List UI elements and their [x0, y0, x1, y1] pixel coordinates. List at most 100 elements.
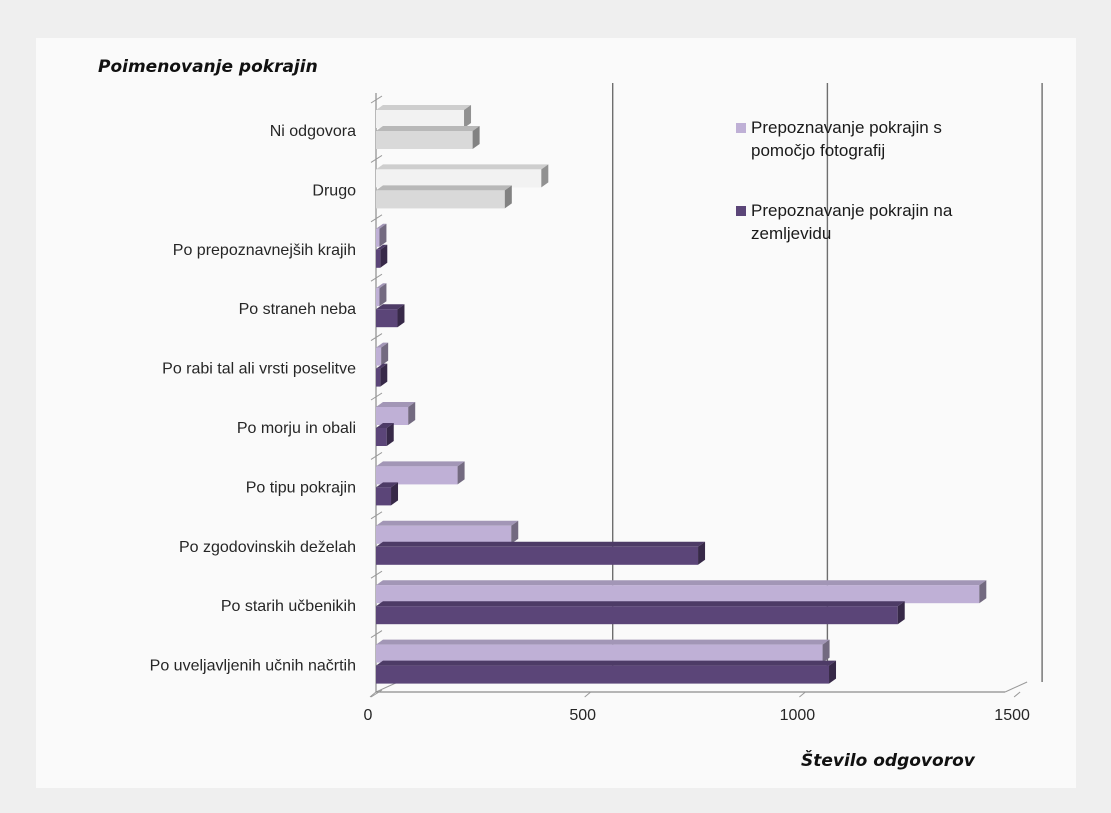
bar-chart: 0 500 1000 1500 Ni odgovora Drugo Po prepoznav…: [98, 57, 1043, 771]
y-tick: [370, 570, 383, 579]
bar-top-face: [376, 304, 405, 310]
category-label: Po uveljavljenih učnih načrtih: [150, 658, 356, 675]
bar-top-face: [376, 520, 519, 526]
bar-top-face: [376, 482, 399, 488]
legend-swatch: [736, 123, 746, 133]
category-label: Drugo: [312, 182, 356, 199]
bar-side-face: [698, 541, 706, 565]
bar-side-face: [379, 223, 387, 247]
bar-fotografije: [376, 580, 987, 604]
category-label: Po zgodovinskih deželah: [179, 539, 356, 556]
bar-front-face: [376, 110, 465, 128]
bar-front-face: [376, 309, 398, 328]
y-tick: [370, 333, 383, 342]
category-label: Po starih učbenikih: [221, 598, 356, 615]
bar-top-face: [376, 363, 388, 369]
y-tick: [370, 154, 383, 163]
floor-right-edge: [1004, 681, 1028, 693]
bar-fotografije: [376, 105, 472, 128]
bar-front-face: [376, 466, 458, 485]
legend-label: zemljevidu: [751, 224, 831, 243]
bar-side-face: [829, 660, 837, 684]
bar-zemljevid: [376, 185, 512, 209]
x-axis-title: Število odgovorov: [801, 749, 976, 771]
bar-side-face: [979, 580, 987, 604]
bar-top-face: [376, 580, 987, 586]
bar-side-face: [380, 244, 388, 268]
bar-top-face: [376, 342, 389, 348]
bar-top-face: [376, 461, 465, 467]
bar-side-face: [472, 126, 480, 149]
bar-zemljevid: [376, 601, 905, 625]
category-label: Po morju in obali: [237, 420, 356, 437]
category-label: Po rabi tal ali vrsti poselitve: [162, 361, 356, 378]
bar-top-face: [376, 639, 830, 645]
bar-side-face: [457, 461, 465, 485]
y-tick: [370, 392, 383, 401]
bar-fotografije: [376, 223, 387, 247]
bar-zemljevid: [376, 244, 388, 268]
bar-side-face: [391, 482, 399, 506]
floor-edge: [375, 681, 399, 693]
legend-label: pomočjo fotografij: [751, 141, 885, 160]
bar-side-face: [381, 342, 389, 366]
chart-title: Poimenovanje pokrajin: [98, 57, 318, 77]
x-tick: [1013, 691, 1021, 698]
bar-front-face: [376, 190, 505, 209]
bar-front-face: [376, 525, 512, 544]
category-label: Po straneh neba: [239, 301, 357, 318]
y-tick: [370, 214, 383, 223]
bar-side-face: [541, 164, 549, 188]
y-tick: [370, 630, 383, 639]
bar-side-face: [408, 402, 416, 425]
x-tick-label: 1500: [994, 707, 1030, 724]
bar-fotografije: [376, 639, 830, 663]
bar-fotografije: [376, 342, 389, 366]
bar-side-face: [511, 520, 519, 544]
bar-front-face: [376, 487, 392, 506]
bar-front-face: [376, 249, 381, 268]
bar-fotografije: [376, 402, 416, 425]
chart-panel: 0 500 1000 1500 Ni odgovora Drugo Po prepoznav…: [36, 38, 1076, 788]
y-tick: [370, 273, 383, 282]
bar-front-face: [376, 665, 830, 684]
bar-zemljevid: [376, 363, 388, 387]
bar-zemljevid: [376, 423, 394, 446]
category-label: Po prepoznavnejših krajih: [173, 242, 356, 259]
bar-top-face: [376, 223, 387, 229]
category-label: Ni odgovora: [270, 123, 356, 140]
x-tick: [799, 691, 806, 698]
bar-top-face: [376, 283, 387, 289]
bar-top-face: [376, 185, 512, 191]
bar-top-face: [376, 126, 480, 131]
legend-item: Prepoznavanje pokrajin na zemljevidu: [736, 201, 953, 243]
bar-fotografije: [376, 164, 549, 188]
bar-side-face: [379, 283, 387, 307]
bar-side-face: [504, 185, 512, 209]
bar-zemljevid: [376, 541, 706, 565]
bar-side-face: [380, 363, 388, 387]
x-tick-label: 0: [364, 707, 373, 724]
bar-front-face: [376, 169, 542, 188]
bar-front-face: [376, 644, 823, 663]
bar-front-face: [376, 347, 382, 366]
bar-top-face: [376, 423, 394, 428]
bar-zemljevid: [376, 126, 480, 149]
x-tick: [584, 691, 592, 698]
bar-top-face: [376, 402, 416, 407]
bar-top-face: [376, 541, 706, 547]
x-tick-label: 1000: [780, 707, 816, 724]
bar-front-face: [376, 228, 380, 247]
bar-zemljevid: [376, 660, 837, 684]
bar-front-face: [376, 368, 381, 387]
bar-side-face: [464, 105, 472, 128]
bar-front-face: [376, 428, 387, 446]
bar-fotografije: [376, 461, 465, 485]
legend-label: Prepoznavanje pokrajin na: [751, 201, 953, 220]
bar-side-face: [897, 601, 905, 625]
bar-front-face: [376, 131, 473, 149]
y-tick: [370, 511, 383, 520]
legend-swatch: [736, 206, 746, 216]
bar-fotografije: [376, 520, 519, 544]
legend-label: Prepoznavanje pokrajin s: [751, 118, 942, 137]
